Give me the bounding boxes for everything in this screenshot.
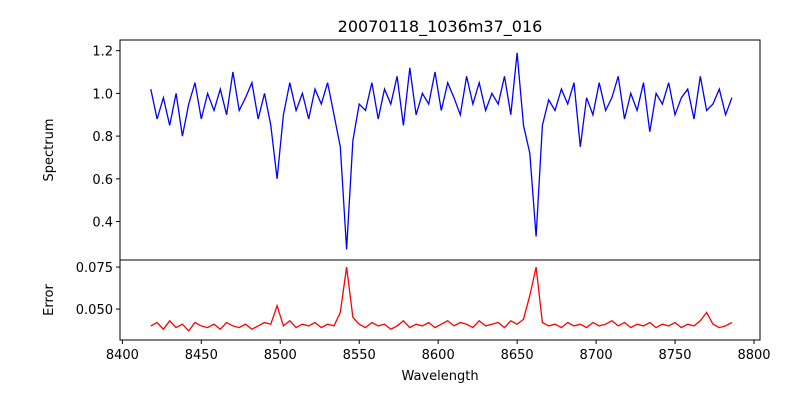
y-tick-label: 0.050 [76, 303, 113, 318]
y-tick-label: 0.6 [92, 173, 113, 188]
x-tick-label: 8400 [106, 348, 139, 363]
x-tick-label: 8450 [185, 348, 218, 363]
y-axis-label-spectrum: Spectrum [42, 119, 57, 182]
chart-title: 20070118_1036m37_016 [338, 17, 543, 37]
y-axis-label-error: Error [42, 284, 57, 316]
spectrum-axes: 0.4 0.6 0.8 1.0 1.2 [92, 39, 761, 261]
spectrum-series-line [150, 52, 733, 250]
y-tick-label: 0.4 [92, 216, 113, 231]
x-tick-label: 8650 [501, 348, 534, 363]
x-tick-label: 8500 [264, 348, 297, 363]
error-series-line [150, 266, 733, 332]
error-axes: 0.050 0.075 8400 8450 8500 8550 8600 8650 8700 87… [76, 259, 771, 363]
y-tick-label: 1.2 [92, 45, 113, 60]
x-tick-label: 8600 [422, 348, 455, 363]
y-tick-label: 1.0 [92, 87, 113, 102]
x-tick-label: 8750 [658, 348, 691, 363]
y-tick-label: 0.8 [92, 130, 113, 145]
spectrum-axes-frame [119, 39, 761, 261]
x-axis-label: Wavelength [401, 369, 478, 384]
x-tick-label: 8800 [737, 348, 770, 363]
error-axes-frame [119, 259, 761, 341]
x-tick-label: 8550 [343, 348, 376, 363]
x-tick-label: 8700 [580, 348, 613, 363]
y-tick-label: 0.075 [76, 261, 113, 276]
